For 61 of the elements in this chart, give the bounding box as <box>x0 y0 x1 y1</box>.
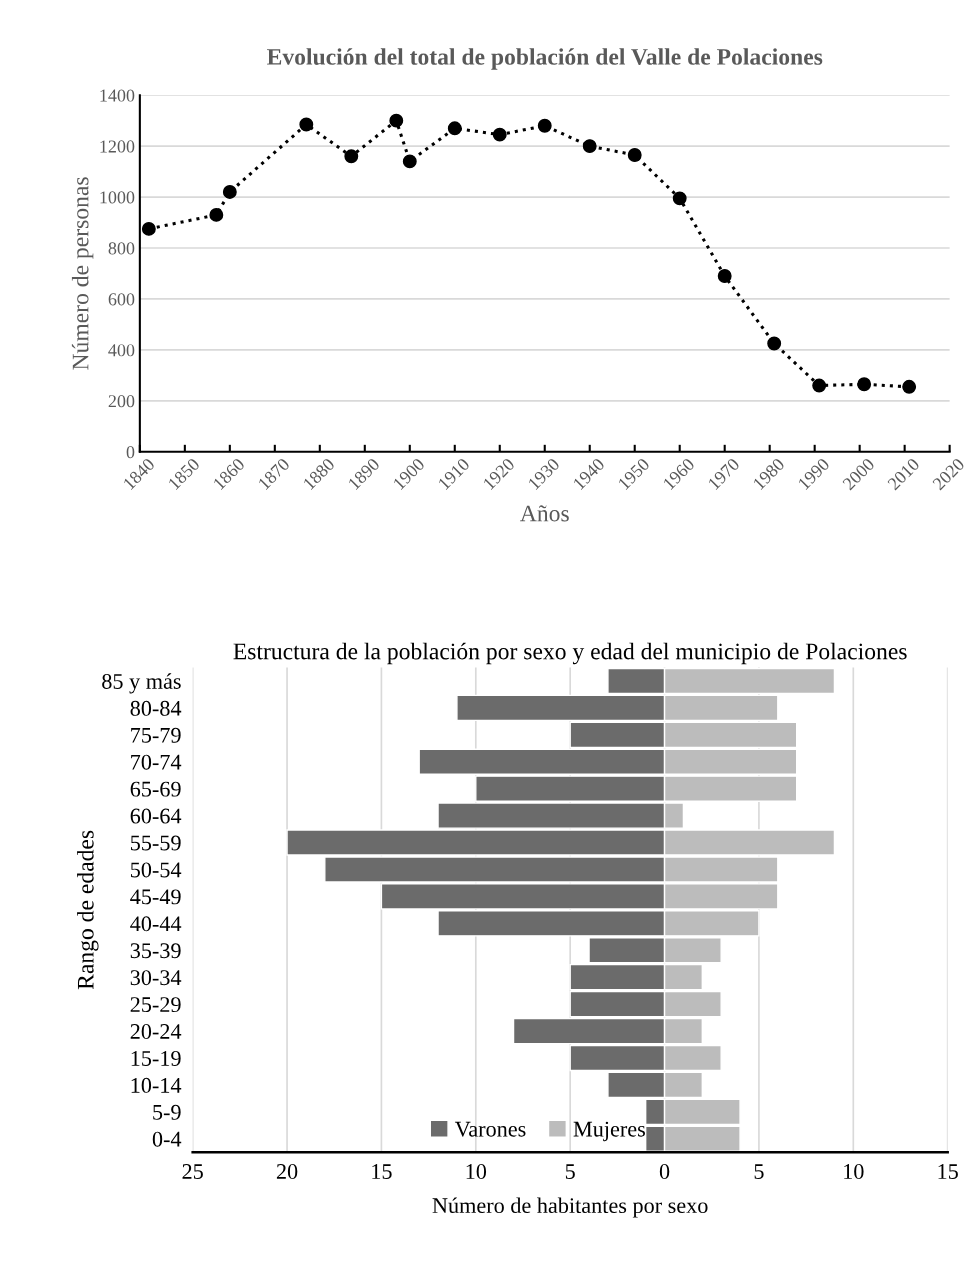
chart-title: Estructura de la población por sexo y edad del municipio de Polaciones <box>233 642 907 665</box>
y-tick-label: 40-44 <box>130 916 182 932</box>
x-tick-label: 10 <box>844 1164 864 1179</box>
x-axis-title: Años <box>520 505 569 522</box>
y-axis-title: Rango de edades <box>77 830 99 990</box>
x-tick-label: 20 <box>276 1164 298 1179</box>
y-tick-label: 25-29 <box>130 997 181 1013</box>
point <box>857 377 872 392</box>
y-tick-label: 5-9 <box>153 1104 181 1120</box>
x-tick-label: 15 <box>938 1164 958 1179</box>
point <box>209 207 224 222</box>
point <box>902 379 917 394</box>
y-tick-label: 10-14 <box>131 1077 182 1093</box>
y-tick-label: 0-4 <box>152 1131 182 1147</box>
x-tick-label: 0 <box>659 1164 670 1179</box>
point <box>767 336 782 351</box>
point <box>717 269 732 283</box>
y-tick-label: 80-84 <box>130 700 182 716</box>
chart-title: Evolución del total de población del Valle de Polaciones <box>267 48 823 70</box>
point <box>627 148 642 162</box>
y-tick-label: 1200 <box>100 140 135 153</box>
x-tick-label: 15 <box>372 1164 392 1179</box>
y-axis-title: Número de personas <box>71 177 94 370</box>
y-tick-label: 800 <box>108 242 135 255</box>
x-tick-label: 5 <box>754 1164 764 1179</box>
y-tick-label: 55-59 <box>131 835 181 851</box>
point <box>492 127 507 142</box>
y-tick-label: 1400 <box>100 89 135 102</box>
y-tick-label: 600 <box>108 293 135 306</box>
y-tick-label: 1000 <box>100 191 135 204</box>
x-tick-label: 10 <box>466 1164 487 1179</box>
x-tick-label: 25 <box>182 1164 203 1179</box>
y-tick-label: 70-74 <box>131 754 182 770</box>
y-tick-label: 65-69 <box>130 781 181 797</box>
x-tick-label: 5 <box>565 1164 575 1179</box>
y-tick-label: 30-34 <box>130 970 182 986</box>
y-tick-label: 0 <box>126 446 135 459</box>
point <box>389 113 404 128</box>
y-tick-label: 15-19 <box>131 1050 181 1066</box>
point <box>344 149 359 164</box>
point <box>537 118 552 133</box>
point <box>672 191 687 206</box>
point <box>812 378 827 393</box>
y-tick-label: 35-39 <box>130 943 181 959</box>
y-tick-label: 75-79 <box>131 727 181 743</box>
point <box>402 154 417 169</box>
point <box>222 185 237 199</box>
legend-label: Varones <box>454 1121 526 1137</box>
y-tick-label: 400 <box>108 344 135 357</box>
point <box>447 121 462 136</box>
point <box>141 221 156 236</box>
y-tick-label: 85 y más <box>102 673 181 694</box>
point <box>582 139 597 154</box>
legend-label: Mujeres <box>573 1121 645 1142</box>
y-tick-label: 60-64 <box>130 808 182 824</box>
y-tick-label: 45-49 <box>130 889 181 905</box>
x-axis-title: Número de habitantes por sexo <box>432 1197 708 1218</box>
point <box>299 117 314 132</box>
y-tick-label: 50-54 <box>131 862 182 878</box>
y-tick-label: 20-24 <box>130 1023 182 1039</box>
y-tick-label: 200 <box>108 395 135 408</box>
